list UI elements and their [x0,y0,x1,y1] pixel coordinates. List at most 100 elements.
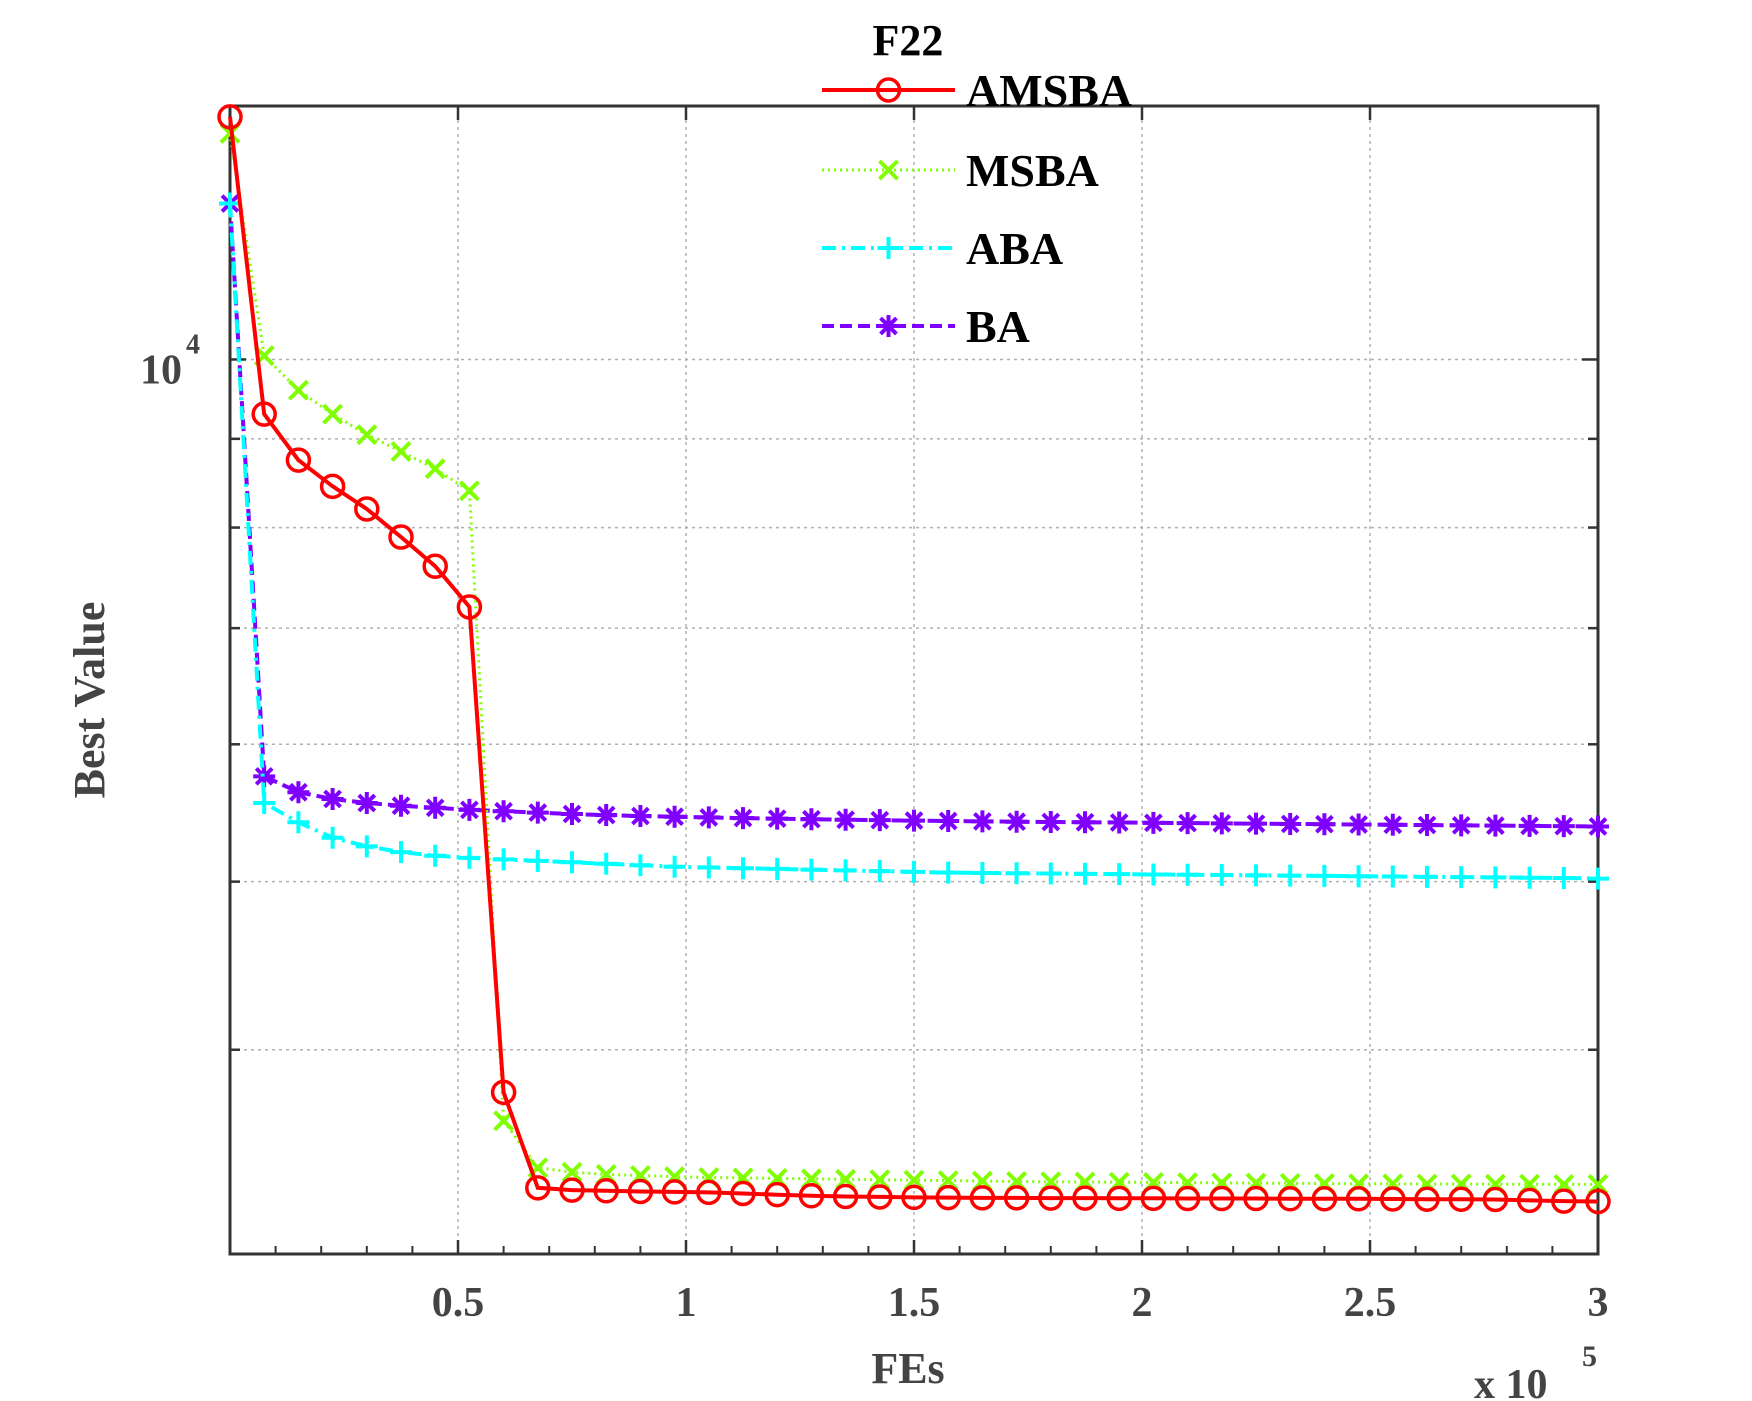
data-point [251,401,277,427]
legend-label: ABA [966,223,1063,274]
data-point [424,458,446,480]
data-point [1585,1188,1611,1215]
data-point [800,808,823,831]
data-point [971,861,994,884]
data-point [1347,865,1370,888]
data-point [1381,813,1404,836]
data-point [1381,865,1404,888]
data-point [217,104,243,130]
data-point [355,792,378,815]
data-point [903,860,925,883]
data-point [663,805,686,828]
series-msba [219,122,1609,1195]
data-point [663,855,686,878]
legend-marker [878,159,899,181]
data-point [253,792,276,815]
data-point [1416,814,1438,837]
data-point [595,804,618,827]
data-point [1450,866,1473,889]
x-axis-multiplier: x 10 5 [1474,1340,1597,1401]
data-point [937,861,960,884]
legend: AMSBA MSBA ABA BA [822,65,1132,352]
y-tick-labels: 104 [140,329,200,393]
data-point [390,841,412,864]
x-tick-label: 0.5 [432,1280,485,1326]
data-point [287,811,310,834]
legend-item-aba: ABA [822,223,1063,274]
y-tick-label-base: 10 [140,347,182,393]
data-point [1176,863,1199,886]
data-point [901,1184,927,1211]
x-multiplier-exponent: 5 [1582,1340,1597,1373]
data-point [559,1177,585,1203]
x-tick-label: 2 [1132,1280,1153,1326]
data-point [1516,1187,1543,1214]
data-point [1209,1185,1235,1212]
data-point [526,849,549,872]
data-point [422,553,448,579]
data-point [561,802,583,825]
data-point [834,859,857,882]
data-point [730,1180,756,1207]
data-point [696,1179,722,1206]
legend-label: AMSBA [966,65,1132,116]
data-point [1038,1185,1064,1211]
data-point [1245,812,1267,835]
data-point [321,787,344,810]
data-point [1074,811,1096,834]
data-point [390,794,412,817]
data-point [1518,814,1541,837]
data-point [490,1079,517,1106]
data-point [1243,1185,1269,1212]
data-point [561,851,583,874]
data-point [868,860,891,883]
series-aba [219,192,1609,890]
data-point [1450,814,1473,837]
data-point [219,192,241,215]
data-point [561,1161,583,1183]
legend-marker [875,77,902,103]
data-point [1072,1185,1098,1211]
data-point [969,1185,996,1211]
legend-marker [877,237,900,259]
data-point [798,1183,825,1209]
data-point [390,441,412,462]
data-point [868,809,891,832]
data-point [1313,813,1336,836]
data-point [800,858,823,881]
data-point [1380,1186,1406,1212]
series-ba [219,192,1609,838]
data-point [1587,815,1609,838]
data-point [424,844,447,867]
data-point [1039,862,1062,885]
data-point [971,810,994,833]
data-point [766,807,789,830]
legend-label: BA [966,301,1030,352]
data-point [525,1175,551,1201]
data-point [1005,810,1028,833]
series-line-msba [228,133,1598,1186]
legend-item-msba: MSBA [822,145,1099,196]
data-point [356,424,378,446]
data-point [1345,1186,1372,1212]
data-point [1005,862,1028,885]
x-multiplier-base: x 10 [1474,1362,1548,1401]
data-point [1311,1186,1338,1212]
data-point [595,852,618,875]
data-point [321,826,344,849]
data-point [1552,815,1575,838]
data-point [1142,811,1165,834]
series-lines [217,104,1611,1215]
data-point [834,808,857,831]
data-point [1210,864,1233,887]
data-point [867,1184,893,1210]
data-point [1279,812,1302,835]
data-point [593,1178,619,1204]
data-point [1482,1186,1509,1213]
data-point [287,379,309,401]
data-point [1174,1185,1201,1212]
grid [230,106,1598,1254]
data-point [764,1181,790,1208]
